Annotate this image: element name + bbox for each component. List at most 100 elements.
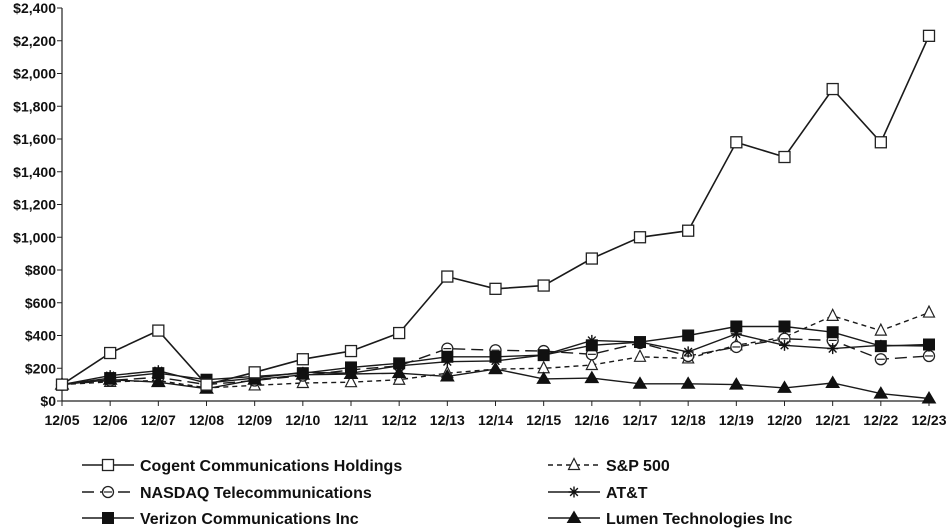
data-point-cogent-communications-holdings bbox=[248, 366, 261, 379]
x-tick-label: 12/16 bbox=[574, 412, 609, 428]
data-point-cogent-communications-holdings bbox=[682, 224, 695, 237]
data-point-cogent-communications-holdings bbox=[778, 150, 791, 164]
y-tick-label: $800 bbox=[25, 262, 56, 278]
data-point-lumen-technologies-inc bbox=[391, 365, 407, 379]
legend-label: S&P 500 bbox=[606, 458, 670, 475]
x-tick-label: 12/08 bbox=[189, 412, 224, 428]
data-point-s-p-500 bbox=[826, 308, 840, 321]
data-point-lumen-technologies-inc bbox=[825, 375, 841, 388]
data-point-cogent-communications-holdings bbox=[200, 378, 213, 391]
data-point-cogent-communications-holdings bbox=[730, 136, 743, 149]
series-lumen-technologies-inc bbox=[54, 361, 937, 404]
data-point-cogent-communications-holdings bbox=[441, 270, 454, 283]
series-layer bbox=[54, 29, 937, 404]
y-tick-label: $200 bbox=[25, 360, 56, 376]
data-point-cogent-communications-holdings bbox=[296, 353, 309, 366]
series-line-cogent-communications-holdings bbox=[61, 35, 930, 386]
data-point-cogent-communications-holdings bbox=[489, 282, 502, 295]
y-tick-label: $0 bbox=[40, 393, 56, 409]
legend-label: Verizon Communications Inc bbox=[140, 511, 359, 528]
data-point-cogent-communications-holdings bbox=[537, 279, 550, 292]
x-tick-label: 12/18 bbox=[671, 412, 706, 428]
axes: $0 $200 $400 $600 $800 $1,000 $1,200 $1,400 $1,6… bbox=[13, 0, 947, 428]
y-tick-label: $2,400 bbox=[13, 0, 56, 16]
y-tick-label: $1,400 bbox=[13, 164, 56, 180]
data-point-verizon-communications-inc bbox=[778, 320, 791, 333]
legend-item-cogent-communications-holdings: Cogent Communications Holdings bbox=[82, 458, 402, 475]
x-tick-label: 12/11 bbox=[334, 412, 368, 428]
x-tick-label: 12/20 bbox=[767, 412, 802, 428]
x-tick-label: 12/10 bbox=[285, 412, 320, 428]
data-point-s-p-500 bbox=[874, 322, 888, 336]
legend-item-verizon-communications-inc: Verizon Communications Inc bbox=[82, 511, 359, 528]
legend-item-lumen-technologies-inc: Lumen Technologies Inc bbox=[548, 510, 792, 528]
data-point-cogent-communications-holdings bbox=[585, 252, 598, 265]
legend-item-s-p-500: S&P 500 bbox=[548, 457, 670, 475]
x-tick-label: 12/05 bbox=[44, 412, 79, 428]
data-point-nasdaq-telecommunications bbox=[922, 349, 936, 363]
data-point-at-t bbox=[779, 339, 790, 351]
data-point-s-p-500 bbox=[585, 357, 599, 371]
legend-marker bbox=[566, 510, 582, 523]
data-point-lumen-technologies-inc bbox=[295, 367, 311, 380]
x-tick-label: 12/17 bbox=[622, 412, 657, 428]
x-tick-label: 12/12 bbox=[382, 412, 417, 428]
data-point-verizon-communications-inc bbox=[730, 320, 743, 333]
data-point-lumen-technologies-inc bbox=[439, 368, 455, 382]
x-tick-label: 12/21 bbox=[815, 412, 850, 428]
x-tick-label: 12/19 bbox=[719, 412, 754, 428]
legend-item-at-t: AT&T bbox=[548, 485, 648, 502]
series-cogent-communications-holdings bbox=[55, 29, 936, 391]
x-tick-label: 12/14 bbox=[478, 412, 513, 428]
data-point-verizon-communications-inc bbox=[585, 339, 598, 352]
data-point-verizon-communications-inc bbox=[682, 329, 695, 342]
legend: Cogent Communications Holdings S&P 500 NAS… bbox=[82, 457, 792, 528]
data-point-lumen-technologies-inc bbox=[488, 361, 503, 375]
data-point-cogent-communications-holdings bbox=[633, 231, 647, 244]
legend-label: Lumen Technologies Inc bbox=[606, 511, 792, 528]
legend-label: Cogent Communications Holdings bbox=[140, 458, 402, 475]
x-tick-label: 12/15 bbox=[526, 412, 561, 428]
y-tick-label: $2,200 bbox=[13, 33, 56, 49]
data-point-lumen-technologies-inc bbox=[632, 376, 648, 389]
data-point-cogent-communications-holdings bbox=[55, 378, 69, 391]
legend-marker bbox=[568, 486, 580, 498]
data-point-cogent-communications-holdings bbox=[922, 29, 936, 42]
y-tick-label: $600 bbox=[25, 295, 56, 311]
data-point-nasdaq-telecommunications bbox=[874, 353, 887, 366]
legend-label: AT&T bbox=[606, 485, 648, 502]
x-tick-label: 12/13 bbox=[430, 412, 465, 428]
y-tick-label: $2,000 bbox=[13, 66, 56, 82]
data-point-lumen-technologies-inc bbox=[247, 372, 263, 385]
data-point-at-t bbox=[827, 343, 839, 355]
legend-marker bbox=[567, 457, 581, 471]
legend-label: NASDAQ Telecommunications bbox=[140, 485, 372, 502]
data-point-verizon-communications-inc bbox=[874, 340, 887, 353]
data-point-s-p-500 bbox=[392, 371, 406, 385]
data-point-cogent-communications-holdings bbox=[104, 346, 117, 360]
x-tick-label: 12/22 bbox=[863, 412, 898, 428]
legend-marker bbox=[101, 458, 115, 472]
data-point-lumen-technologies-inc bbox=[777, 380, 792, 393]
data-point-cogent-communications-holdings bbox=[826, 82, 839, 96]
data-point-at-t bbox=[682, 346, 694, 358]
data-point-verizon-communications-inc bbox=[826, 326, 839, 339]
data-point-lumen-technologies-inc bbox=[102, 372, 118, 385]
data-point-lumen-technologies-inc bbox=[728, 377, 744, 390]
y-tick-label: $400 bbox=[25, 328, 56, 344]
series-verizon-communications-inc bbox=[56, 320, 935, 391]
y-tick-label: $1,200 bbox=[13, 197, 56, 213]
x-tick-label: 12/07 bbox=[141, 412, 176, 428]
data-point-nasdaq-telecommunications bbox=[730, 340, 743, 354]
data-point-s-p-500 bbox=[344, 374, 358, 388]
data-point-s-p-500 bbox=[633, 348, 647, 362]
data-point-verizon-communications-inc bbox=[634, 336, 646, 349]
data-point-cogent-communications-holdings bbox=[152, 324, 165, 337]
data-point-cogent-communications-holdings bbox=[393, 326, 406, 340]
data-point-verizon-communications-inc bbox=[923, 338, 935, 351]
x-tick-label: 12/06 bbox=[93, 412, 128, 428]
data-point-lumen-technologies-inc bbox=[584, 370, 600, 384]
legend-marker bbox=[101, 485, 115, 499]
data-point-lumen-technologies-inc bbox=[536, 371, 552, 384]
